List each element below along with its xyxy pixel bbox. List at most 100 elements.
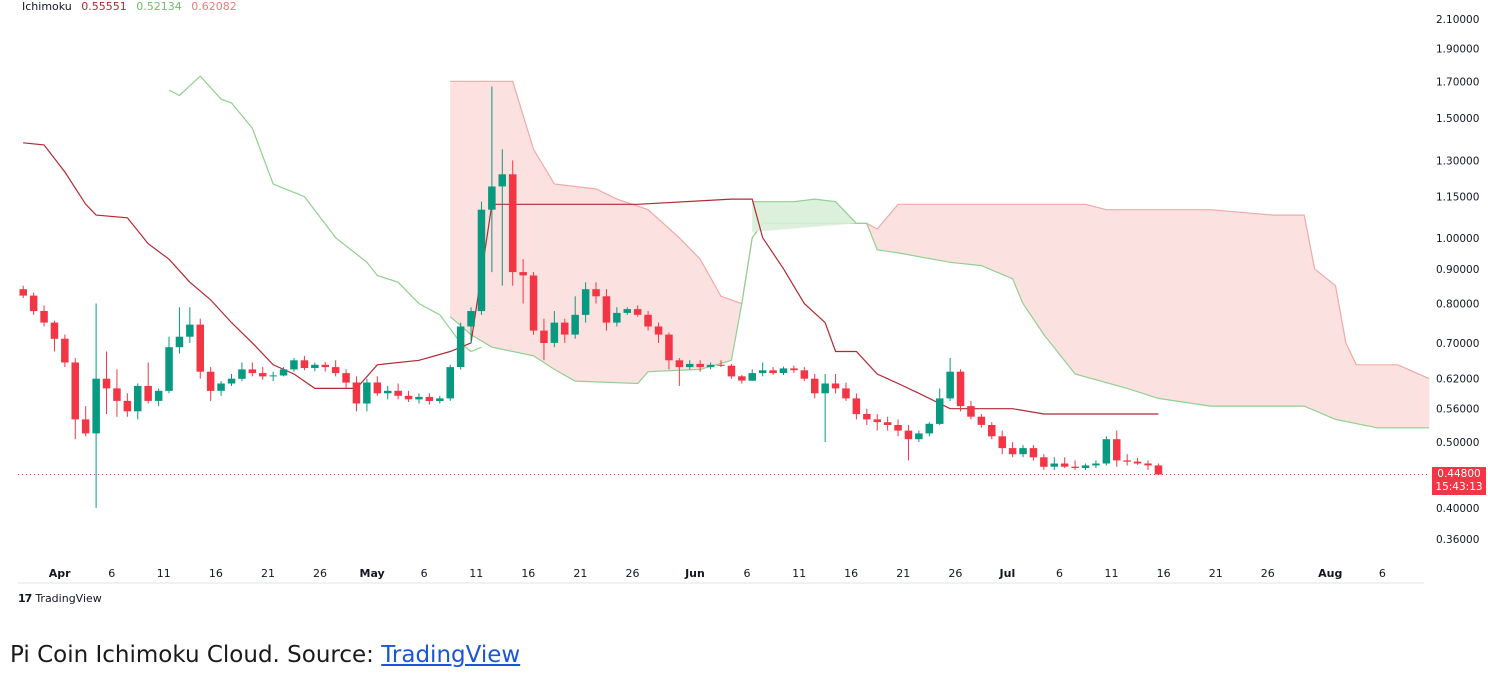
- candle-body: [842, 388, 850, 399]
- candle-body: [352, 382, 361, 404]
- candle-body: [1060, 463, 1069, 467]
- candle-body: [404, 395, 413, 400]
- caption-source-link[interactable]: TradingView: [381, 642, 521, 668]
- candle-body: [654, 326, 663, 335]
- x-tick-label: 11: [1105, 567, 1119, 580]
- candle-body: [852, 398, 861, 415]
- candle-body: [1092, 463, 1100, 466]
- candle-body: [988, 425, 996, 437]
- candle-body: [415, 396, 423, 400]
- y-tick-label: 1.00000: [1436, 233, 1479, 245]
- y-tick-label: 0.40000: [1436, 503, 1479, 515]
- candle-body: [123, 400, 132, 412]
- candle-body: [509, 174, 517, 273]
- y-tick-label: 1.15000: [1436, 192, 1479, 204]
- candle-body: [238, 369, 246, 379]
- candle-body: [50, 322, 59, 339]
- x-tick-label: 6: [744, 567, 751, 580]
- tradingview-logo-icon: 17: [18, 592, 32, 605]
- candle-body: [1071, 466, 1079, 468]
- candle-body: [477, 209, 486, 312]
- candle-body: [675, 360, 684, 368]
- candle-body: [373, 382, 382, 394]
- candle-body: [456, 326, 465, 367]
- leading-span-b-line: [450, 80, 1430, 380]
- tradingview-name: TradingView: [35, 592, 102, 605]
- x-tick-label: Jul: [999, 567, 1016, 580]
- candle-body: [581, 289, 590, 315]
- y-tick-label: 0.56000: [1436, 404, 1479, 416]
- tradingview-branding[interactable]: 17 TradingView: [18, 592, 102, 605]
- y-axis: 2.10000 1.90000 1.70000 1.50000 1.30000 1.150…: [1436, 14, 1479, 546]
- x-tick-label: 11: [792, 567, 806, 580]
- candle-body: [758, 370, 767, 374]
- x-tick-label: 26: [948, 567, 962, 580]
- candle-body: [259, 373, 267, 377]
- cloud-bearish-fill: [450, 81, 1430, 428]
- candle-body: [217, 383, 225, 391]
- candle-body: [623, 309, 631, 313]
- x-tick-label: 16: [521, 567, 535, 580]
- x-tick-label: 6: [1056, 567, 1063, 580]
- indicator-name: Ichimoku: [22, 0, 72, 13]
- y-tick-label: 0.62000: [1436, 374, 1479, 386]
- candle-body: [873, 419, 881, 423]
- candle-body: [467, 311, 475, 327]
- candle-body: [113, 388, 121, 401]
- candle-body: [394, 390, 402, 396]
- candle-body: [279, 369, 288, 376]
- y-tick-label: 0.80000: [1436, 299, 1479, 311]
- candle-body: [488, 186, 496, 210]
- indicator-value-span-b: 0.62082: [191, 0, 237, 13]
- candle-body: [956, 371, 965, 407]
- candle-body: [769, 370, 777, 374]
- candle-body: [1154, 465, 1163, 475]
- candle-body: [727, 365, 736, 377]
- candle-body: [384, 390, 392, 394]
- candle-body: [363, 382, 371, 404]
- x-tick-label: 6: [108, 567, 115, 580]
- indicator-value-base: 0.55551: [81, 0, 127, 13]
- candle-body: [811, 378, 819, 394]
- candle-body: [300, 360, 309, 368]
- candle-body: [92, 378, 100, 434]
- x-tick-label: 16: [209, 567, 223, 580]
- candle-body: [71, 362, 79, 420]
- candle-body: [790, 368, 798, 371]
- cloud-bullish-edge: [752, 198, 857, 224]
- cloud-bullish-fill: [752, 199, 857, 232]
- y-tick-label: 0.90000: [1436, 264, 1479, 276]
- y-tick-label: 1.90000: [1436, 44, 1479, 56]
- last-price-tag: 0.44800 15:43:13: [1432, 467, 1486, 495]
- candle-body: [290, 360, 298, 370]
- indicator-legend[interactable]: Ichimoku 0.55551 0.52134 0.62082: [22, 0, 243, 13]
- x-tick-label: 16: [1157, 567, 1171, 580]
- y-tick-label: 1.50000: [1436, 113, 1479, 125]
- candle-body: [633, 309, 642, 315]
- candle-body: [154, 390, 163, 401]
- candle-body: [821, 383, 829, 394]
- candle-body: [311, 364, 319, 368]
- x-tick-label: 21: [573, 567, 587, 580]
- candle-body: [717, 364, 725, 366]
- candle-body: [540, 330, 548, 343]
- candle-body: [196, 324, 204, 372]
- x-tick-label: Apr: [49, 567, 71, 580]
- last-price-value: 0.44800: [1437, 468, 1481, 480]
- candle-body: [571, 314, 579, 335]
- candle-body: [61, 338, 69, 363]
- candle-body: [936, 398, 944, 424]
- candle-body: [1123, 460, 1131, 462]
- candle-body: [1144, 463, 1152, 466]
- x-tick-label: 6: [1379, 567, 1386, 580]
- candle-body: [665, 334, 673, 361]
- candle-body: [269, 375, 277, 377]
- candle-body: [1113, 439, 1121, 461]
- candle-body: [206, 371, 215, 391]
- candle-body: [863, 414, 871, 420]
- candle-body: [831, 383, 840, 389]
- candle-body: [498, 174, 506, 187]
- candle-body: [800, 370, 809, 379]
- candle-body: [998, 436, 1006, 449]
